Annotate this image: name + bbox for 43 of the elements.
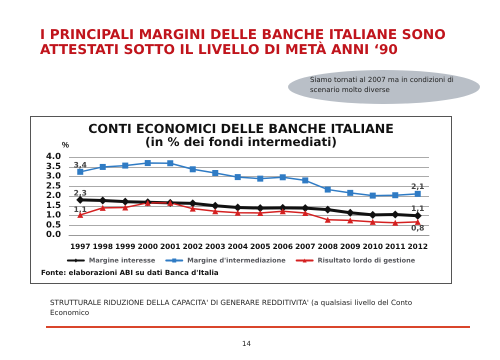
chart-subtitle: (in % dei fondi intermediati) [145, 135, 337, 149]
point [370, 218, 376, 225]
point [392, 220, 398, 226]
point [257, 210, 264, 216]
y-tick-label: 2.5 [46, 181, 62, 192]
y-axis-title: % [62, 140, 69, 150]
point [302, 210, 308, 216]
point [302, 177, 308, 184]
point [144, 160, 151, 166]
point [280, 174, 286, 180]
point [77, 168, 84, 175]
y-tick-label: 0.5 [46, 220, 62, 230]
y-tick-label: 0.0 [46, 230, 62, 240]
point [190, 206, 196, 212]
point [324, 186, 331, 193]
chart-title: CONTI ECONOMICI DELLE BANCHE ITALIANE [88, 121, 394, 136]
point [234, 174, 241, 180]
point [324, 216, 331, 223]
point [190, 166, 196, 172]
point [212, 170, 218, 176]
point [100, 164, 106, 170]
y-tick-label: 3.0 [46, 172, 62, 182]
y-tick-label: 3.5 [46, 162, 62, 172]
y-tick-label: 1.0 [46, 210, 62, 220]
point [212, 208, 218, 214]
point [414, 218, 421, 225]
y-tick-label: 2.0 [46, 191, 62, 201]
text: I PRINCIPALI MARGINI DELLE BANCHE ITALIANE SONO ATTESTATI SOTTO IL LIVELLO DI METÀ ANNI ‘90 [40, 27, 447, 58]
point [392, 192, 398, 198]
point [347, 217, 354, 224]
point [122, 204, 128, 211]
point [100, 204, 106, 211]
point [414, 190, 421, 197]
point [257, 176, 264, 182]
point [280, 208, 286, 214]
point [234, 210, 241, 216]
point [370, 192, 376, 199]
point [122, 162, 128, 169]
point [347, 190, 354, 196]
point [324, 206, 332, 214]
point [167, 160, 174, 166]
y-tick-label: 1.5 [46, 200, 62, 211]
y-tick-label: 4.0 [46, 152, 62, 162]
